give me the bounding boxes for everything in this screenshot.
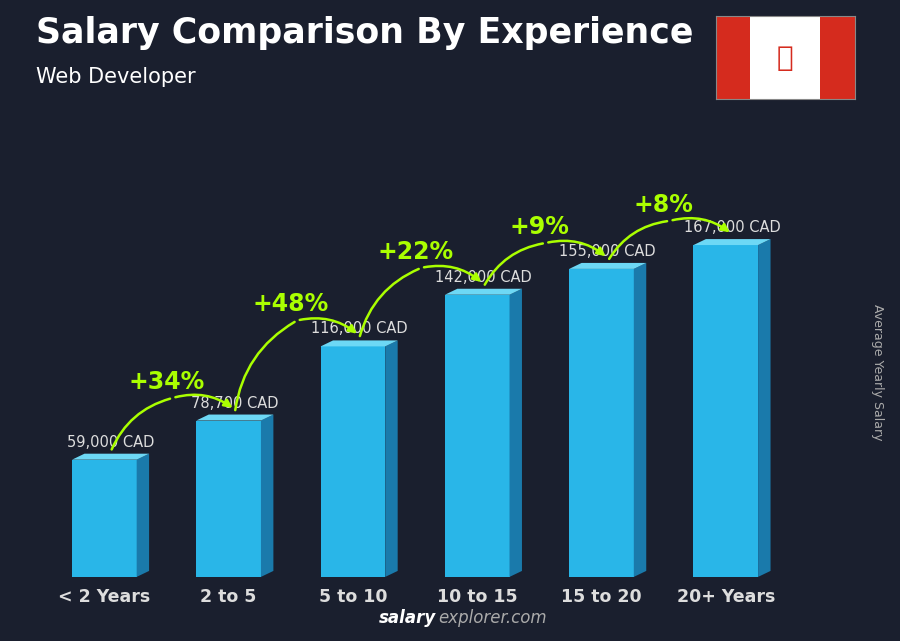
Text: +48%: +48% xyxy=(253,292,328,316)
FancyArrowPatch shape xyxy=(360,269,418,336)
Polygon shape xyxy=(758,239,770,577)
Polygon shape xyxy=(445,288,522,295)
FancyArrowPatch shape xyxy=(485,244,543,285)
Text: +22%: +22% xyxy=(377,240,453,263)
FancyArrowPatch shape xyxy=(672,218,727,231)
Polygon shape xyxy=(385,340,398,577)
FancyArrowPatch shape xyxy=(176,395,230,406)
Text: +34%: +34% xyxy=(129,370,204,394)
Text: Salary Comparison By Experience: Salary Comparison By Experience xyxy=(36,16,693,50)
FancyArrowPatch shape xyxy=(112,399,170,449)
Text: 59,000 CAD: 59,000 CAD xyxy=(67,435,154,450)
Polygon shape xyxy=(634,263,646,577)
Polygon shape xyxy=(716,16,751,99)
Text: +8%: +8% xyxy=(634,192,694,217)
Polygon shape xyxy=(320,340,398,346)
Polygon shape xyxy=(569,263,646,269)
Polygon shape xyxy=(569,269,634,577)
Polygon shape xyxy=(261,415,274,577)
Polygon shape xyxy=(694,239,770,245)
Text: 78,700 CAD: 78,700 CAD xyxy=(191,395,279,410)
Polygon shape xyxy=(320,346,385,577)
Text: Web Developer: Web Developer xyxy=(36,67,195,87)
FancyArrowPatch shape xyxy=(235,322,294,410)
Polygon shape xyxy=(509,288,522,577)
Polygon shape xyxy=(196,415,274,420)
Text: Average Yearly Salary: Average Yearly Salary xyxy=(871,304,884,440)
Polygon shape xyxy=(72,460,137,577)
FancyArrowPatch shape xyxy=(424,266,479,280)
Polygon shape xyxy=(694,245,758,577)
Text: 155,000 CAD: 155,000 CAD xyxy=(560,244,656,259)
Text: 167,000 CAD: 167,000 CAD xyxy=(684,220,780,235)
Polygon shape xyxy=(445,295,509,577)
Polygon shape xyxy=(72,454,149,460)
Text: 🍁: 🍁 xyxy=(777,44,794,72)
FancyArrowPatch shape xyxy=(300,319,355,332)
Polygon shape xyxy=(196,420,261,577)
Polygon shape xyxy=(137,454,149,577)
Text: +9%: +9% xyxy=(509,215,570,238)
Polygon shape xyxy=(820,16,855,99)
FancyArrowPatch shape xyxy=(609,221,667,259)
Text: salary: salary xyxy=(379,609,436,627)
FancyArrowPatch shape xyxy=(548,241,603,254)
Text: explorer.com: explorer.com xyxy=(438,609,547,627)
Text: 116,000 CAD: 116,000 CAD xyxy=(310,321,408,337)
Text: 142,000 CAD: 142,000 CAD xyxy=(435,270,532,285)
